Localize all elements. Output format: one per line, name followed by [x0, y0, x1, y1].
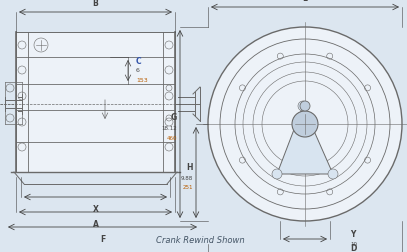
- Text: E: E: [302, 0, 308, 3]
- Circle shape: [272, 169, 282, 179]
- Text: 18.12: 18.12: [161, 126, 177, 131]
- Text: B: B: [93, 0, 98, 8]
- Circle shape: [328, 169, 338, 179]
- Bar: [16, 33, 175, 172]
- Text: Crank Rewind Shown: Crank Rewind Shown: [156, 235, 244, 244]
- Text: G: G: [171, 112, 177, 121]
- Text: A: A: [92, 219, 98, 228]
- Polygon shape: [277, 107, 333, 174]
- Text: 251: 251: [182, 184, 193, 189]
- Text: 153: 153: [136, 77, 148, 82]
- Circle shape: [208, 28, 402, 221]
- Text: Y: Y: [350, 230, 355, 239]
- Text: D: D: [350, 243, 357, 252]
- Circle shape: [292, 112, 318, 137]
- Text: 6: 6: [136, 68, 140, 73]
- Text: 9.88: 9.88: [181, 175, 193, 180]
- Text: 460: 460: [166, 136, 177, 141]
- Text: C: C: [136, 57, 142, 66]
- Text: 254: 254: [350, 251, 361, 252]
- Text: F: F: [100, 234, 105, 243]
- Text: X: X: [92, 204, 98, 213]
- Circle shape: [300, 102, 310, 112]
- Circle shape: [298, 102, 308, 112]
- Text: 10: 10: [350, 241, 357, 246]
- Text: H: H: [186, 162, 193, 171]
